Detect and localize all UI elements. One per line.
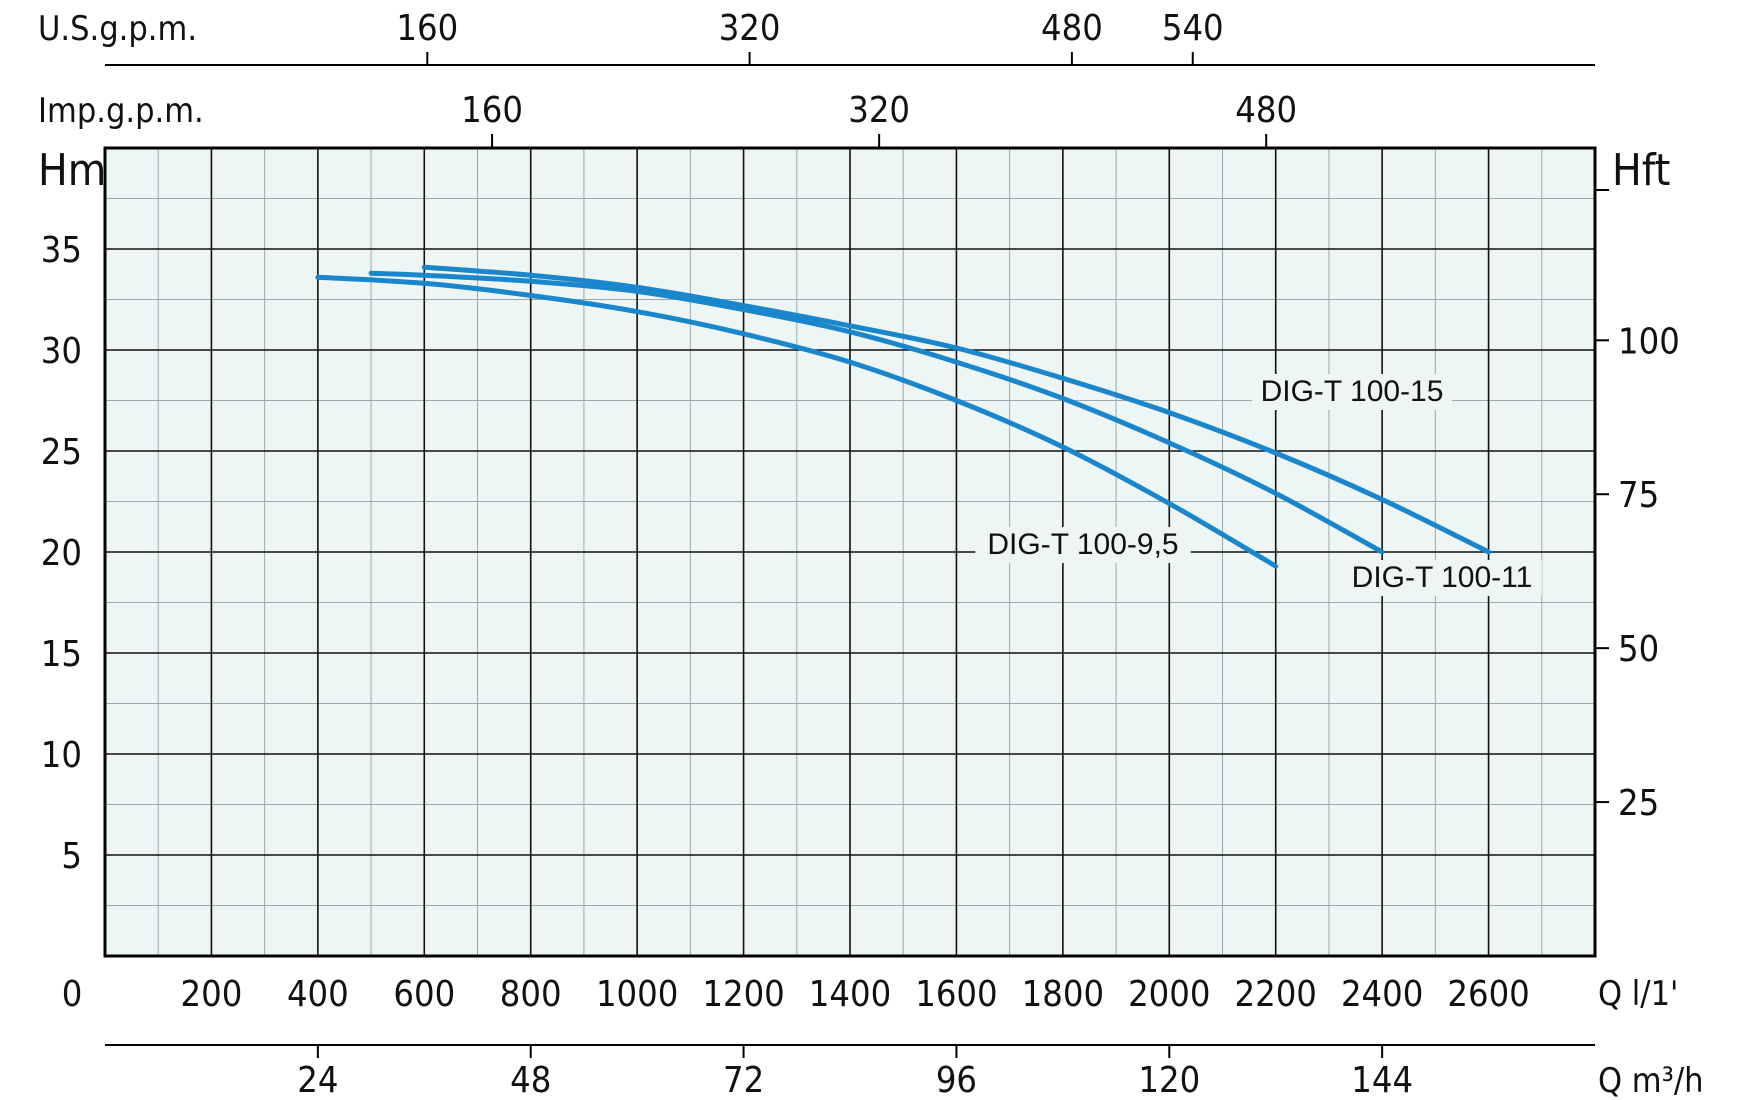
x-tick-label: 1800 (1022, 974, 1104, 1015)
x-tick-label: 600 (393, 974, 455, 1015)
series-labels: DIG-T 100-9,5 DIG-T 100-11 DIG-T 100-15 (975, 374, 1542, 596)
imp-gpm-ticks: 160 320 480 (461, 90, 1297, 148)
series-label-bg (975, 527, 1191, 563)
us-gpm-tick-label: 540 (1162, 8, 1224, 49)
x-axis-label: Q l/1' (1598, 974, 1678, 1014)
imp-gpm-axis-label: Imp.g.p.m. (38, 91, 204, 131)
m3h-axis-label: Q m³/h (1598, 1061, 1704, 1100)
y-tick-label: 15 (41, 634, 82, 675)
x-tick-label: 2600 (1447, 974, 1529, 1015)
grid-major (105, 148, 1595, 956)
series-layer (315, 264, 1492, 569)
x-tick-label: 1600 (915, 974, 997, 1015)
x-tick-label: 2400 (1341, 974, 1423, 1015)
x-tick-label: 1200 (702, 974, 784, 1015)
y-tick-label: 35 (41, 230, 82, 271)
us-gpm-ticks: 160 320 480 540 (396, 8, 1224, 65)
m3h-axis-ticks: 24 48 72 96 120 144 (297, 1045, 1413, 1100)
imp-gpm-tick-label: 480 (1235, 90, 1297, 131)
hft-axis-ticks: 100 75 50 25 (1595, 189, 1680, 824)
hft-tick-label: 75 (1618, 475, 1659, 516)
x-tick-label: 200 (181, 974, 243, 1015)
hft-axis-label: Hft (1612, 145, 1670, 196)
hft-tick-label: 25 (1618, 783, 1659, 824)
m3h-tick-label: 48 (510, 1060, 551, 1100)
y-tick-label: 5 (61, 836, 82, 877)
y-axis-label: Hm (38, 145, 106, 196)
hft-tick-label: 50 (1618, 629, 1659, 670)
hft-tick-label: 100 (1618, 321, 1680, 362)
x-tick-label: 400 (287, 974, 349, 1015)
y-axis-ticks: 5 10 15 20 25 30 35 (41, 230, 82, 877)
y-tick-label: 30 (41, 331, 82, 372)
imp-gpm-tick-label: 160 (461, 90, 523, 131)
m3h-tick-label: 72 (723, 1060, 764, 1100)
imp-gpm-tick-label: 320 (848, 90, 910, 131)
us-gpm-tick-label: 320 (719, 8, 781, 49)
m3h-tick-label: 120 (1138, 1060, 1200, 1100)
x-tick-label: 2200 (1235, 974, 1317, 1015)
series-label-bg (1252, 374, 1452, 410)
m3h-tick-label: 144 (1351, 1060, 1413, 1100)
x-tick-label: 800 (500, 974, 562, 1015)
m3h-tick-label: 24 (297, 1060, 338, 1100)
series-label-dig-t-100-11: DIG-T 100-11 (1352, 561, 1533, 594)
series-line-dig-t-100-9-5 (315, 274, 1279, 569)
x-tick-label: 2000 (1128, 974, 1210, 1015)
x-axis-ticks: 0 200 400 600 800 1000 1200 1400 1600 1800 2000 220… (62, 974, 1530, 1015)
m3h-tick-label: 96 (936, 1060, 977, 1100)
us-gpm-axis-label: U.S.g.p.m. (38, 9, 197, 49)
series-line-dig-t-100-15 (421, 264, 1492, 555)
x-tick-label: 0 (62, 974, 83, 1015)
series-line-dig-t-100-11 (368, 270, 1385, 555)
y-tick-label: 25 (41, 432, 82, 473)
series-label-dig-t-100-9-5: DIG-T 100-9,5 (987, 528, 1178, 561)
x-tick-label: 1400 (809, 974, 891, 1015)
x-tick-label: 1000 (596, 974, 678, 1015)
us-gpm-tick-label: 480 (1041, 8, 1103, 49)
us-gpm-tick-label: 160 (396, 8, 458, 49)
y-tick-label: 20 (41, 533, 82, 574)
series-label-bg (1342, 560, 1542, 596)
y-tick-label: 10 (41, 735, 82, 776)
series-label-dig-t-100-15: DIG-T 100-15 (1261, 375, 1444, 408)
